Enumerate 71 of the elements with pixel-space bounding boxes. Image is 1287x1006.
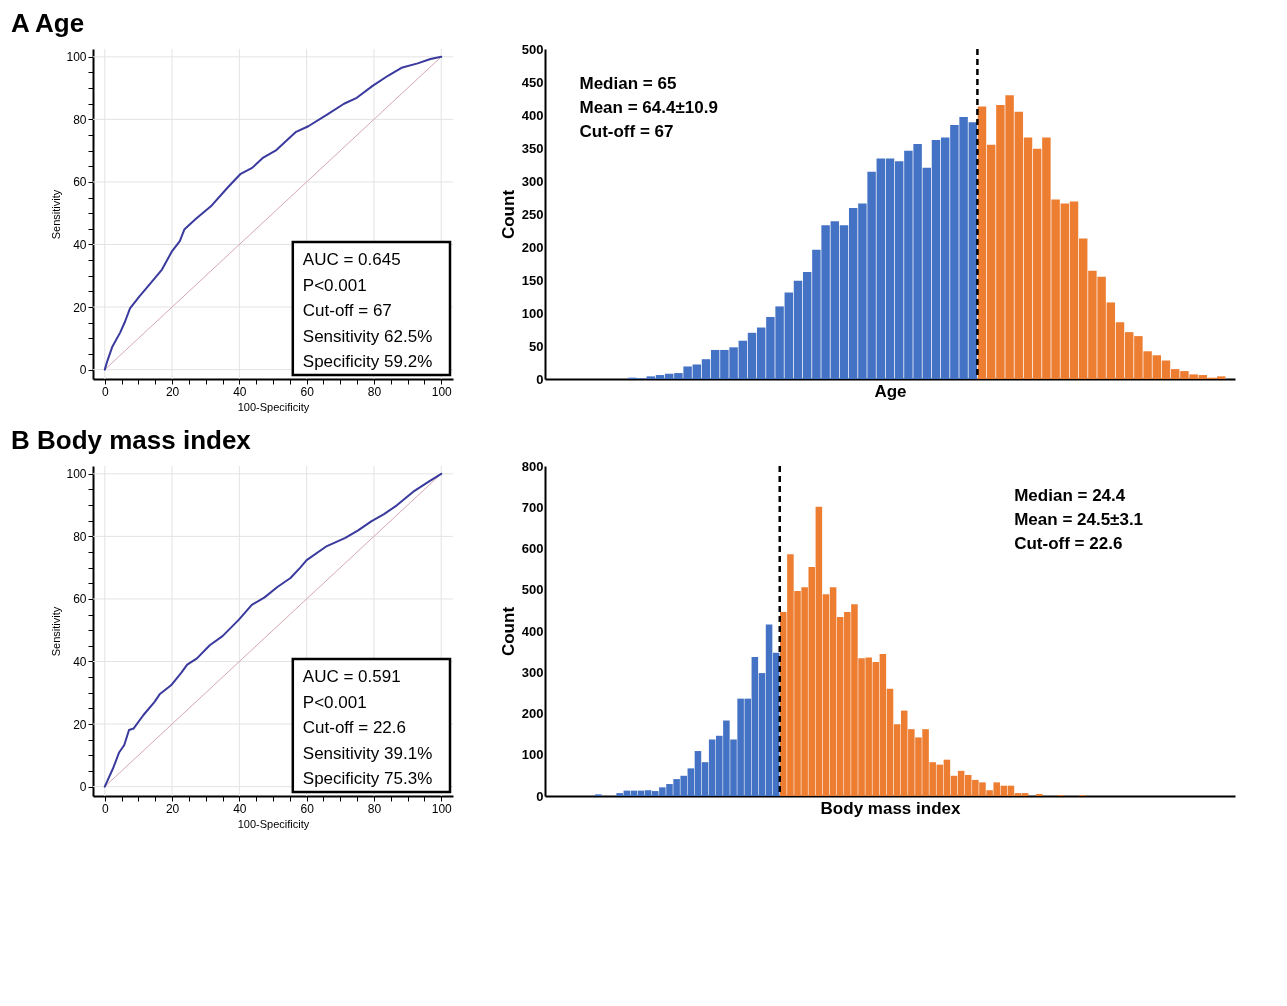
y-tick-label: 400	[521, 107, 544, 123]
y-tick-label: 40	[73, 238, 87, 252]
y-tick-label: 350	[521, 140, 544, 156]
annotation: Cut-off = 22.6	[302, 718, 406, 738]
x-axis-title: 100-Specificity	[237, 400, 310, 413]
y-axis-title: Sensitivity	[50, 606, 63, 657]
x-tick-label: 0	[101, 384, 109, 399]
y-tick-label: 500	[521, 41, 544, 57]
x-tick-label: 40	[233, 384, 247, 399]
y-tick-label: 0	[79, 780, 87, 795]
y-tick-label: 0	[79, 363, 87, 378]
x-tick-label: 20	[165, 801, 180, 816]
chart-title: A Age	[10, 7, 85, 38]
x-axis-title: 100-Specificity	[237, 817, 310, 830]
y-tick-label: 200	[521, 706, 544, 721]
y-tick-label: 60	[73, 592, 87, 607]
y-tick-label: 100	[521, 305, 544, 321]
y-axis-title: Count	[498, 189, 518, 240]
y-tick-label: 100	[66, 50, 87, 65]
annotation: Mean = 24.5±3.1	[1014, 510, 1144, 529]
y-tick-label: 700	[521, 499, 544, 515]
annotation: P<0.001	[302, 275, 367, 295]
annotation: Median = 65	[579, 74, 677, 93]
annotation: Median = 24.4	[1014, 486, 1126, 505]
x-tick-label: 0	[101, 801, 109, 816]
annotation: Sensitivity 39.1%	[302, 743, 433, 763]
y-tick-label: 400	[521, 623, 544, 639]
y-tick-label: 450	[521, 74, 544, 90]
chart-title: B Body mass index	[10, 424, 252, 455]
x-tick-label: 40	[233, 801, 247, 816]
y-tick-label: 300	[521, 664, 544, 680]
y-tick-label: 800	[521, 458, 544, 474]
annotation: Mean = 64.4±10.9	[579, 98, 718, 117]
y-tick-label: 50	[529, 338, 544, 354]
x-tick-label: 80	[367, 801, 382, 816]
y-tick-label: 60	[73, 175, 87, 190]
x-tick-label: 20	[165, 384, 180, 399]
x-tick-label: 60	[300, 384, 315, 399]
x-tick-label: 80	[367, 384, 382, 399]
annotation: Sensitivity 62.5%	[302, 326, 433, 346]
annotation: P<0.001	[302, 692, 367, 712]
y-axis-title: Sensitivity	[50, 189, 63, 240]
x-tick-label: 100	[431, 801, 453, 816]
bar	[1036, 793, 1043, 796]
y-tick-label: 0	[536, 371, 544, 387]
y-tick-label: 500	[521, 582, 544, 598]
x-tick-label: 100	[431, 384, 453, 399]
y-tick-label: 250	[521, 206, 544, 222]
annotation: Cut-off = 67	[302, 301, 392, 321]
y-tick-label: 200	[521, 239, 544, 255]
y-tick-label: 600	[521, 541, 544, 556]
y-tick-label: 100	[521, 747, 544, 763]
y-tick-label: 80	[73, 112, 87, 127]
annotation: Cut-off = 22.6	[1014, 534, 1123, 553]
y-axis-title: Count	[498, 606, 518, 657]
x-axis-title: Body mass index	[820, 798, 961, 818]
annotation: Specificity 59.2%	[302, 352, 433, 372]
annotation: Cut-off = 67	[579, 122, 674, 141]
y-tick-label: 20	[73, 300, 87, 315]
y-tick-label: 20	[73, 717, 87, 732]
annotation: Specificity 75.3%	[302, 769, 433, 789]
x-tick-label: 60	[300, 801, 315, 816]
y-tick-label: 100	[66, 467, 87, 482]
y-tick-label: 0	[536, 788, 544, 804]
annotation: AUC = 0.645	[302, 250, 401, 270]
y-tick-label: 150	[521, 272, 544, 288]
y-tick-label: 80	[73, 529, 87, 544]
x-axis-title: Age	[874, 381, 907, 401]
y-tick-label: 300	[521, 173, 544, 189]
y-tick-label: 40	[73, 655, 87, 669]
annotation: AUC = 0.591	[302, 667, 401, 687]
